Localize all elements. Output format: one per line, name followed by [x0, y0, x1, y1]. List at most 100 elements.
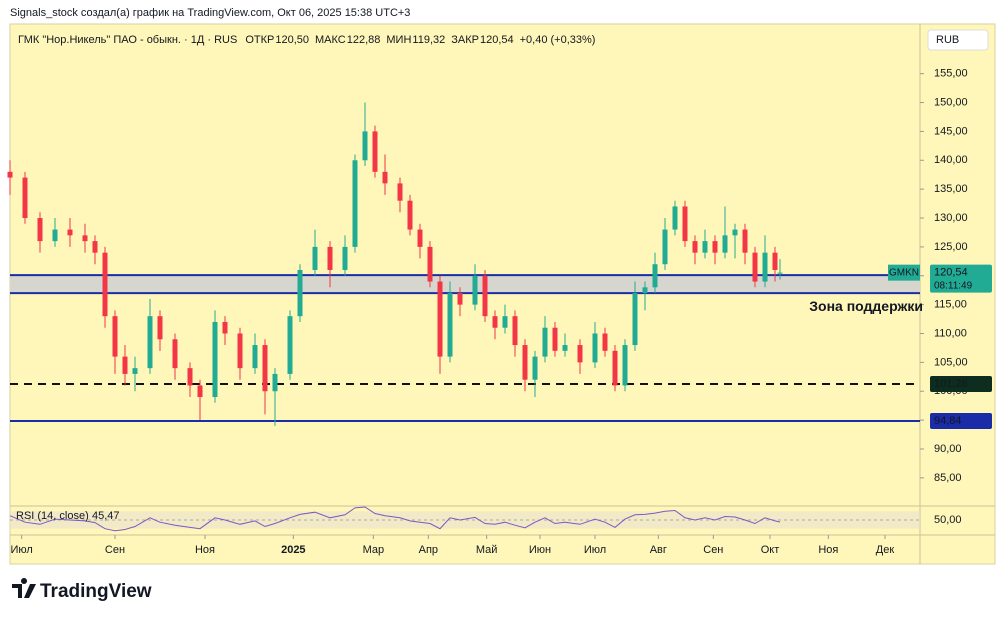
candle-body — [732, 229, 738, 236]
candle-body — [287, 316, 293, 374]
candle-body — [22, 177, 28, 219]
y-tick-label: 130,00 — [934, 212, 968, 224]
y-tick-label: 85,00 — [934, 472, 962, 484]
candle-body — [157, 316, 163, 340]
candle-body — [252, 345, 258, 369]
candle-body — [692, 241, 698, 253]
candle-body — [642, 287, 648, 294]
candle-body — [52, 229, 58, 242]
candle-body — [327, 246, 333, 270]
x-tick-label: Июл — [10, 544, 32, 556]
candle-body — [222, 321, 228, 334]
candle-body — [172, 339, 178, 369]
y-tick-label: 150,00 — [934, 96, 968, 108]
candle-body — [102, 252, 108, 317]
candle-body — [212, 321, 218, 398]
candle-body — [407, 200, 413, 230]
symbol-tag — [888, 264, 920, 281]
candle-body — [632, 293, 638, 346]
candle-body — [362, 131, 368, 161]
candle-body — [712, 241, 718, 253]
rsi-line — [9, 506, 781, 532]
level-tag-label: 101,26 — [934, 378, 968, 390]
x-tick-label: Мар — [363, 544, 385, 556]
candle-body — [132, 368, 138, 374]
rsi-name: RSI (14, close) — [16, 510, 89, 522]
rsi-tick-label: 50,00 — [934, 514, 962, 526]
price-tag-label: 120,54 — [934, 267, 968, 279]
y-tick-label: 155,00 — [934, 68, 968, 80]
currency-box — [927, 29, 989, 51]
legend-text: +0,40 (+0,33%) — [520, 34, 596, 46]
x-tick-label: Сен — [105, 544, 125, 556]
candle-body — [472, 275, 478, 305]
legend-text: ЗАКР — [451, 34, 479, 46]
candle-body — [92, 241, 98, 253]
candle-body — [7, 171, 13, 178]
candle-body — [672, 206, 678, 230]
candle-body — [482, 275, 488, 317]
candle-body — [762, 252, 768, 282]
candle-body — [532, 356, 538, 380]
candle-body — [457, 293, 463, 305]
support-zone — [10, 275, 920, 294]
candle-body — [382, 171, 388, 184]
candle-body — [262, 345, 268, 392]
candle-body — [682, 206, 688, 242]
rsi-band — [10, 511, 920, 529]
candle-body — [437, 281, 443, 357]
candle-body — [502, 316, 508, 328]
level-tag-label: 94,84 — [934, 415, 962, 427]
legend-text: 120,50 — [275, 34, 309, 46]
candle-body — [237, 333, 243, 369]
candle-body — [592, 333, 598, 363]
candle-body — [147, 316, 153, 369]
candle-body — [67, 229, 73, 236]
candle-body — [542, 327, 548, 357]
level-tag — [930, 413, 992, 430]
rsi-last: 45,47 — [92, 510, 120, 522]
x-tick-label: 2025 — [281, 544, 305, 556]
y-tick-label: 135,00 — [934, 183, 968, 195]
x-tick-label: Сен — [703, 544, 723, 556]
x-tick-label: Июн — [529, 544, 551, 556]
countdown: 08:11:49 — [934, 280, 973, 291]
candle-body — [427, 246, 433, 282]
candle-body — [662, 229, 668, 265]
legend-text: 120,54 — [480, 34, 514, 46]
x-tick-label: Апр — [419, 544, 438, 556]
candle-body — [602, 333, 608, 351]
level-tag — [930, 375, 992, 392]
header: Signals_stock создал(а) график на Tradin… — [10, 7, 410, 19]
candle-body — [272, 373, 278, 392]
candle-body — [447, 293, 453, 357]
legend-text: 119,32 — [412, 34, 445, 46]
candle-body — [652, 264, 658, 288]
legend-text: ГМК "Нор.Никель" ПАО - обыкн. · 1Д · RUS — [18, 34, 237, 46]
candle-body — [772, 252, 778, 270]
candle-body — [112, 316, 118, 357]
candle-body — [417, 229, 423, 247]
candle-body — [742, 229, 748, 253]
logo: TradingView — [12, 578, 152, 602]
candle-body — [752, 252, 758, 282]
legend-text: 122,88 — [347, 34, 381, 46]
y-tick-label: 90,00 — [934, 443, 962, 455]
candle-body — [522, 345, 528, 380]
x-tick-label: Ноя — [195, 544, 215, 556]
candle-body — [562, 345, 568, 351]
candle-body — [197, 385, 203, 398]
candle-body — [187, 368, 193, 386]
symbol-tag-label: GMKN — [889, 267, 919, 278]
y-tick-label: 140,00 — [934, 154, 968, 166]
legend-text: МАКС — [315, 34, 346, 46]
y-tick-label: 110,00 — [934, 327, 967, 339]
candle-body — [82, 235, 88, 242]
candle-body — [312, 246, 318, 270]
x-tick-label: Июл — [584, 544, 606, 556]
candle-body — [512, 316, 518, 346]
candle-body — [352, 160, 358, 247]
x-tick-label: Май — [476, 544, 498, 556]
zone-label: Зона поддержки — [809, 298, 923, 314]
